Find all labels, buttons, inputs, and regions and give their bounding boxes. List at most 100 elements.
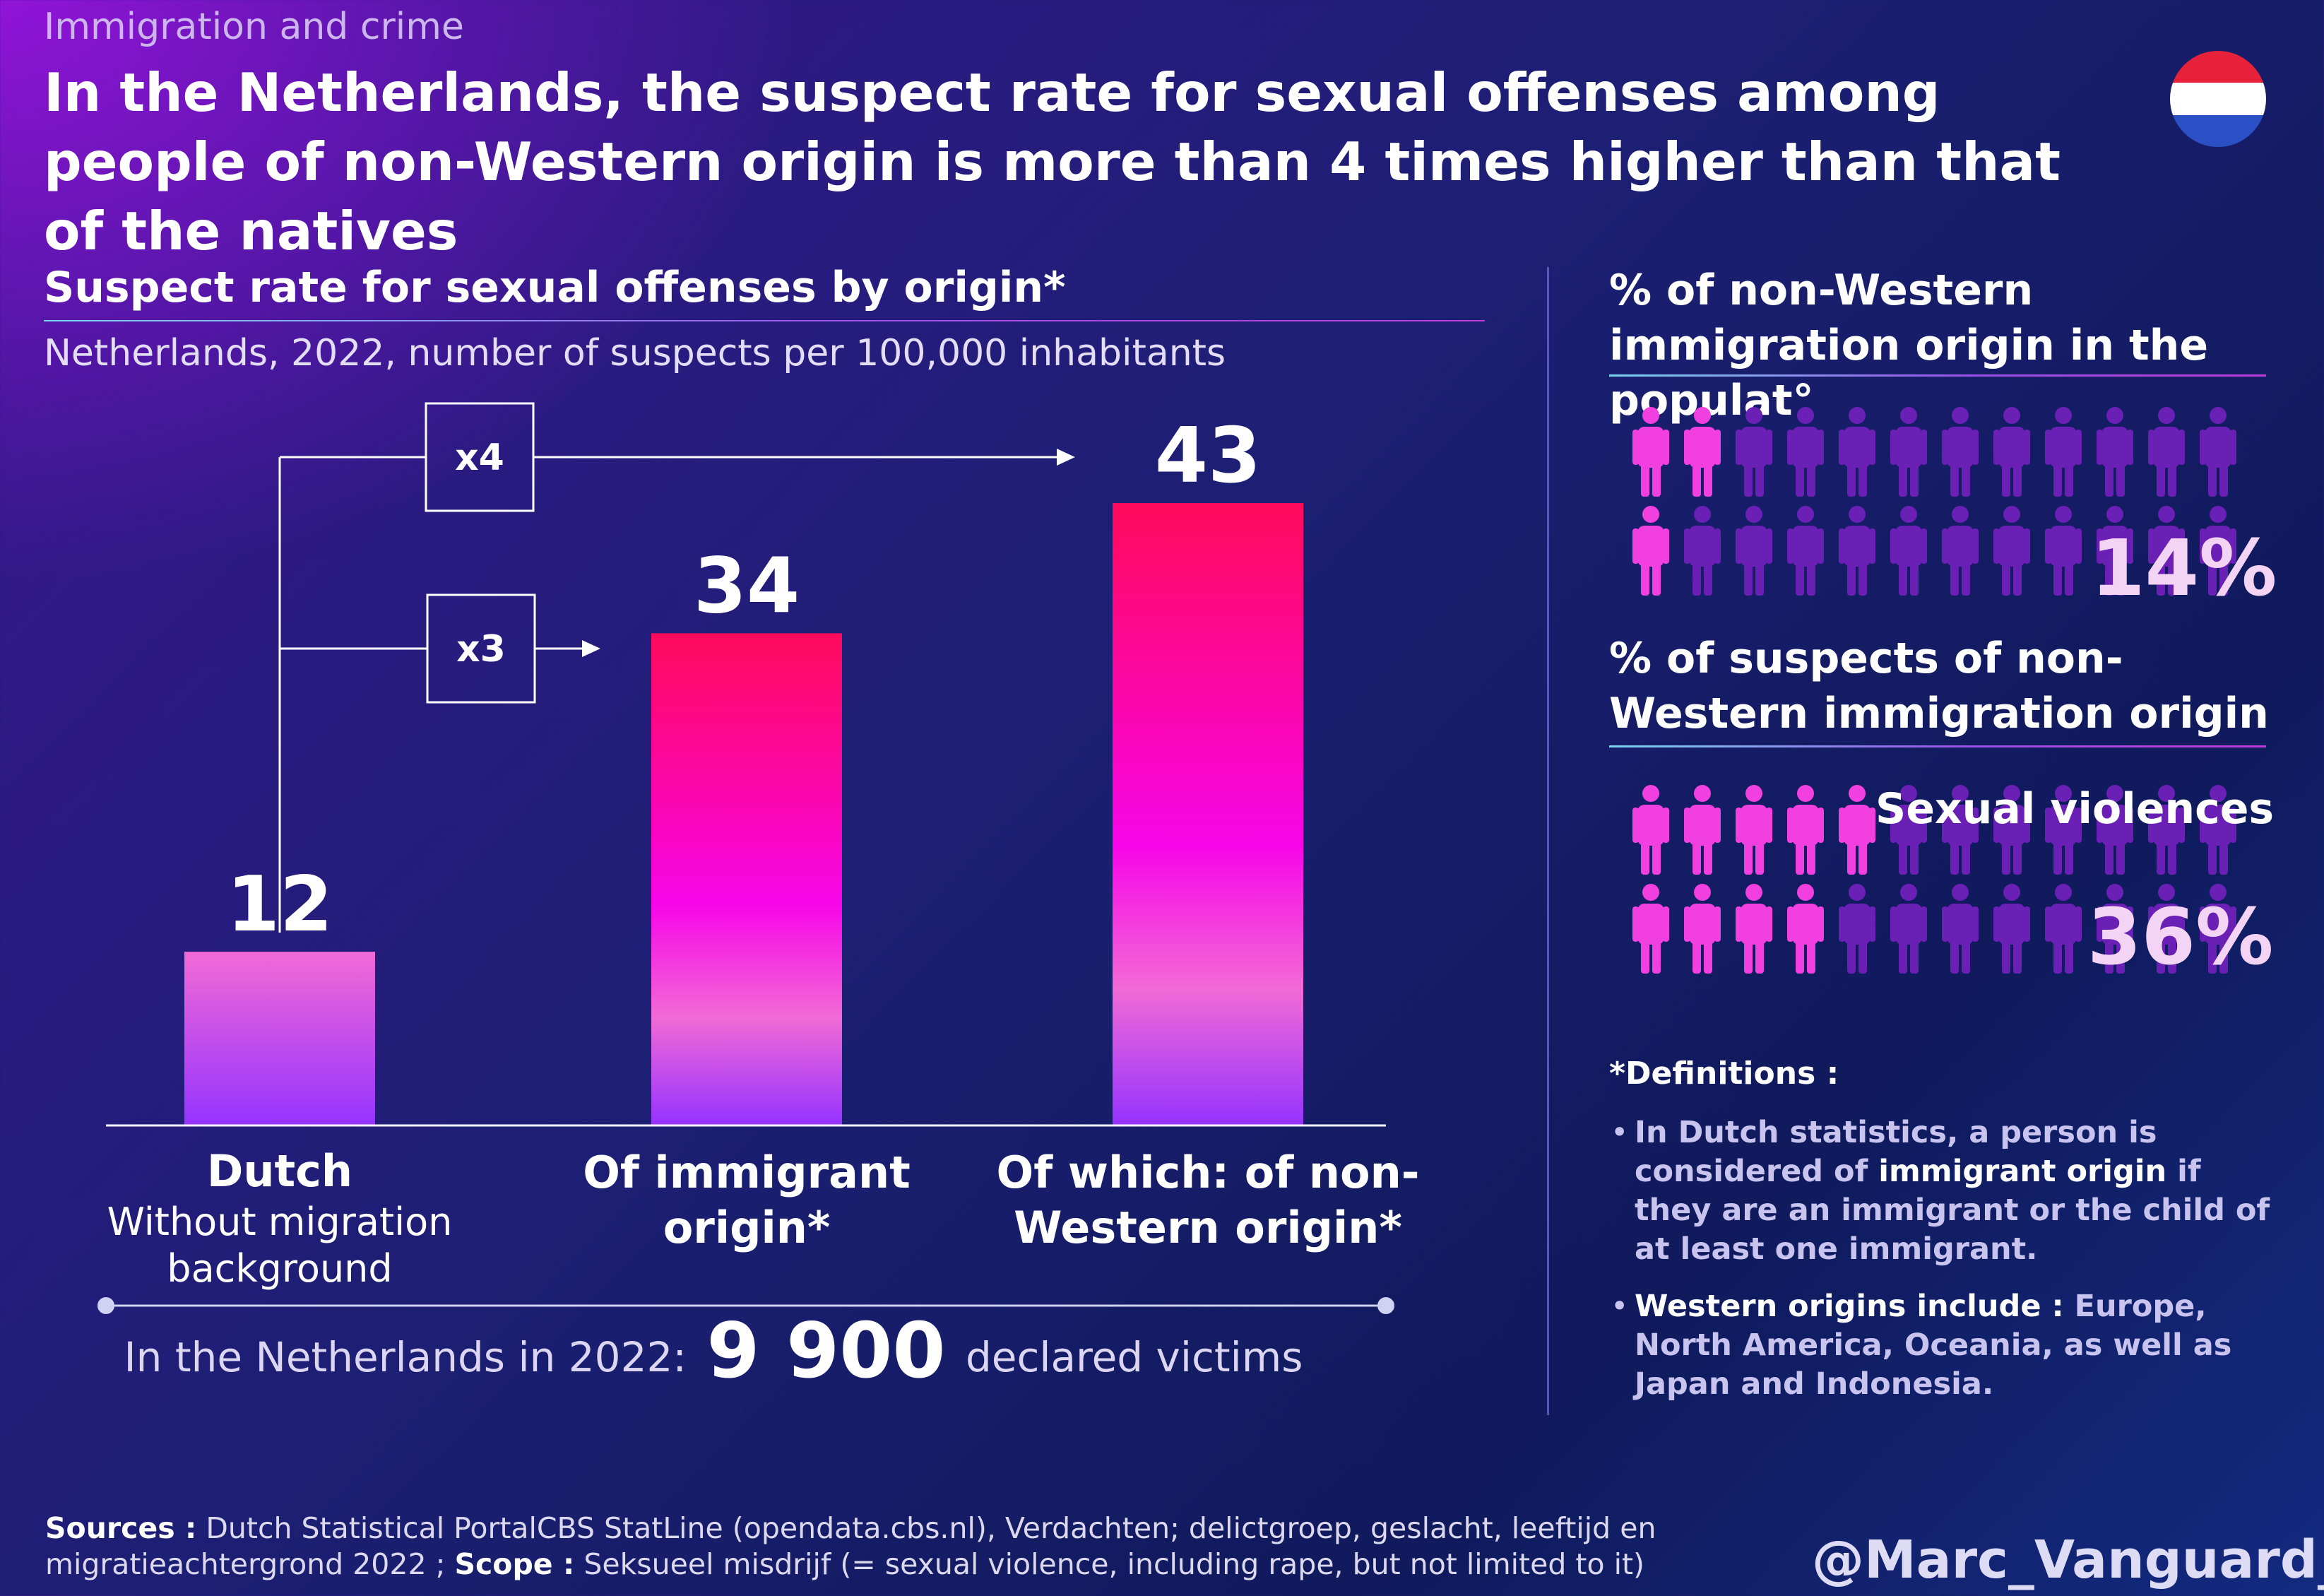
bar-0 xyxy=(184,952,375,1125)
person-icon xyxy=(1839,785,1875,875)
category-label-dutch: Dutch xyxy=(206,1145,353,1197)
person-icon xyxy=(1736,884,1772,974)
person-icon xyxy=(1890,884,1927,974)
category-sublabel-dutch-2: background xyxy=(167,1246,393,1291)
suspects-title-rule xyxy=(1609,745,2266,747)
bullet-icon: • xyxy=(1611,1289,1629,1324)
netherlands-flag-icon xyxy=(2170,51,2266,147)
person-icon xyxy=(2200,506,2236,596)
person-icon xyxy=(1942,884,1979,974)
category-label-non-western-1: Of which: of non- xyxy=(996,1147,1420,1198)
person-icon xyxy=(1787,785,1824,875)
bar-2 xyxy=(1113,503,1303,1125)
person-icon xyxy=(2148,407,2185,497)
person-icon xyxy=(2148,785,2185,875)
bar-1 xyxy=(651,633,842,1125)
sources-note: Sources : Dutch Statistical PortalCBS St… xyxy=(45,1511,1691,1583)
flag-stripe-white xyxy=(2170,83,2266,115)
multiplier-label-0: x4 xyxy=(455,437,504,479)
sources-label: Sources : xyxy=(45,1511,197,1545)
victims-line: In the Netherlands in 2022: 9 900 declar… xyxy=(42,1307,1385,1395)
population-percent: 14% xyxy=(2091,523,2277,613)
person-icon xyxy=(1993,785,2030,875)
person-icon xyxy=(1684,506,1721,596)
multiplier-bracket: x4 x3 xyxy=(278,402,1075,933)
person-icon xyxy=(1736,407,1772,497)
person-icon xyxy=(2097,407,2133,497)
victims-prefix: In the Netherlands in 2022: xyxy=(124,1333,687,1381)
person-icon xyxy=(1890,506,1927,596)
scope-text: Seksueel misdrijf (= sexual violence, in… xyxy=(574,1547,1645,1581)
arrow-head-icon-0 xyxy=(1057,449,1075,466)
person-icon xyxy=(1787,506,1824,596)
person-icon xyxy=(1684,785,1721,875)
person-icon xyxy=(1942,785,1979,875)
person-icon xyxy=(2045,506,2082,596)
suspects-percent: 36% xyxy=(2087,892,2274,982)
flag-stripe-red xyxy=(2170,51,2266,83)
suspects-title: % of suspects of non-Western immigration… xyxy=(1609,634,2269,738)
scope-label: Scope : xyxy=(454,1547,575,1581)
person-icon xyxy=(1993,884,2030,974)
person-icon xyxy=(2200,785,2236,875)
flag-stripe-blue xyxy=(2170,114,2266,147)
suspects-pictogram xyxy=(1632,785,2236,974)
category-sublabel-dutch-1: Without migration xyxy=(107,1200,453,1244)
person-icon xyxy=(2097,506,2133,596)
category-label-non-western-2: Western origin* xyxy=(1014,1202,1402,1253)
author-handle: @Marc_Vanguard_i xyxy=(1812,1530,2324,1590)
person-icon xyxy=(2097,884,2133,974)
person-icon xyxy=(2200,884,2236,974)
category-label-immigrant-2: origin* xyxy=(663,1202,831,1253)
victims-number: 9 900 xyxy=(706,1307,946,1395)
person-icon xyxy=(1632,884,1669,974)
sources-text: Dutch Statistical PortalCBS StatLine (op… xyxy=(45,1511,1656,1581)
person-icon xyxy=(2045,407,2082,497)
population-pictogram xyxy=(1632,407,2236,596)
person-icon xyxy=(1684,884,1721,974)
person-icon xyxy=(1839,407,1875,497)
person-icon xyxy=(1993,506,2030,596)
person-icon xyxy=(1787,407,1824,497)
bar-value-label-1: 34 xyxy=(694,542,800,630)
kicker: Immigration and crime xyxy=(44,6,464,48)
multiplier-label-1: x3 xyxy=(456,628,506,670)
person-icon xyxy=(2045,884,2082,974)
definition-western-origins: • Western origins include : Europe, Nort… xyxy=(1611,1287,2282,1404)
person-icon xyxy=(1736,785,1772,875)
sexual-violences-label: Sexual violences xyxy=(1875,784,2275,834)
definition-immigrant-origin: • In Dutch statistics, a person is consi… xyxy=(1611,1113,2282,1269)
person-icon xyxy=(1839,884,1875,974)
person-icon xyxy=(2148,506,2185,596)
person-icon xyxy=(1632,506,1669,596)
person-icon xyxy=(1942,407,1979,497)
person-icon xyxy=(2200,407,2236,497)
definition-2-text: Europe, North America, Oceania, as well … xyxy=(1635,1289,2232,1402)
person-icon xyxy=(1632,785,1669,875)
headline: In the Netherlands, the suspect rate for… xyxy=(44,61,2061,262)
person-icon xyxy=(1890,785,1927,875)
victims-suffix: declared victims xyxy=(965,1333,1303,1381)
definition-1-text-a: In Dutch statistics, a person is conside… xyxy=(1635,1115,2157,1189)
person-icon xyxy=(2097,785,2133,875)
bullet-icon: • xyxy=(1611,1115,1629,1150)
person-icon xyxy=(1890,407,1927,497)
population-title-rule xyxy=(1609,374,2266,377)
person-icon xyxy=(1736,506,1772,596)
person-icon xyxy=(1684,407,1721,497)
person-icon xyxy=(2148,884,2185,974)
chart-title: Suspect rate for sexual offenses by orig… xyxy=(44,263,1066,312)
person-icon xyxy=(1839,506,1875,596)
person-icon xyxy=(1632,407,1669,497)
chart-subtitle: Netherlands, 2022, number of suspects pe… xyxy=(44,332,1226,374)
arrow-head-icon-1 xyxy=(582,640,600,657)
person-icon xyxy=(2045,785,2082,875)
definition-2-term: Western origins include : xyxy=(1635,1289,2075,1324)
person-icon xyxy=(1993,407,2030,497)
person-icon xyxy=(1942,506,1979,596)
chart-title-rule xyxy=(44,320,1485,321)
bar-value-label-2: 43 xyxy=(1155,412,1261,500)
definition-1-term: immigrant origin xyxy=(1878,1154,2167,1189)
person-icon xyxy=(1787,884,1824,974)
